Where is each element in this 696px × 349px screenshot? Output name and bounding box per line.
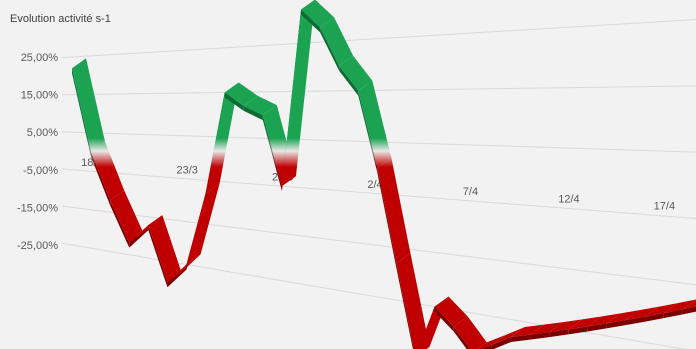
ribbon-segment-side: [682, 306, 696, 315]
ribbon-segment: [224, 82, 258, 106]
gridline: [61, 19, 696, 59]
ribbon-segment-side: [530, 332, 550, 340]
y-tick-label: -25,00%: [17, 240, 58, 252]
ribbon-segment-side: [110, 200, 130, 248]
ribbon-segment-side: [568, 326, 588, 335]
x-tick-label: 2/4: [367, 179, 382, 191]
y-tick-label: -5,00%: [23, 165, 58, 177]
ribbon-segment: [396, 253, 430, 349]
ribbon-segment: [186, 183, 220, 265]
gridline: [61, 205, 696, 286]
x-tick-label: 17/4: [654, 201, 675, 213]
ribbon-segment: [625, 306, 659, 321]
ribbon-segment: [510, 324, 545, 337]
gridline: [61, 168, 696, 219]
ribbon-segment-side: [320, 27, 340, 71]
ribbon-segment: [72, 58, 106, 153]
ribbon-segment-side: [510, 334, 531, 342]
ribbon-segment: [530, 322, 564, 335]
ribbon-segment: [434, 296, 468, 327]
ribbon-segment-side: [377, 167, 397, 269]
ribbon-segment: [205, 82, 239, 194]
ribbon-segment-side: [224, 92, 244, 111]
ribbon-segment: [148, 215, 182, 283]
ribbon-segment: [477, 334, 506, 349]
ribbon-segment: [663, 299, 696, 314]
ribbon-segment: [644, 303, 678, 317]
ribbon-segment-side: [148, 225, 168, 288]
ribbon-segment-side: [606, 320, 626, 329]
ribbon-segment: [377, 157, 411, 264]
y-tick-label: 25,00%: [21, 52, 59, 64]
ribbon-segment-side: [491, 336, 511, 349]
ribbon-segment-side: [262, 115, 282, 192]
ribbon-segment: [301, 0, 335, 28]
ribbon-segment-side: [91, 152, 111, 206]
x-tick-label: 12/4: [558, 193, 579, 205]
ribbon-segment-side: [358, 90, 378, 173]
y-tick-label: 15,00%: [21, 90, 59, 102]
ribbon-segment: [453, 316, 487, 349]
ribbon-segment-side: [663, 309, 683, 319]
ribbon-segment: [568, 316, 602, 330]
ribbon-segment: [281, 0, 315, 187]
ribbon-segment: [91, 142, 125, 201]
x-tick-label: 23/3: [177, 164, 198, 176]
ribbon-segment-side: [587, 323, 607, 332]
gridline: [61, 242, 687, 349]
ribbon-segment-side: [644, 313, 664, 322]
ribbon-segment-side: [481, 344, 492, 349]
y-tick-label: -15,00%: [17, 202, 58, 214]
ribbon-segment: [358, 80, 392, 168]
ribbon-segment: [110, 190, 144, 243]
chart-title: Evolution activité s-1: [10, 13, 111, 25]
ribbon-segment-side: [243, 105, 263, 121]
ribbon-segment-side: [301, 9, 321, 33]
ribbon-segment-side: [72, 68, 92, 158]
ribbon-segment: [682, 299, 696, 310]
ribbon-segment: [167, 254, 201, 283]
ribbon-segment: [243, 95, 277, 116]
ribbon-segment-side: [434, 306, 454, 332]
ribbon-segment: [587, 313, 621, 327]
ribbon-segment: [320, 17, 354, 66]
gridline: [61, 85, 696, 96]
ribbon-segment-side: [549, 329, 569, 338]
ribbon-segment: [491, 326, 525, 345]
ribbon-segment-side: [396, 263, 414, 349]
ribbon-series: [72, 0, 696, 349]
x-tick-label: 7/4: [463, 186, 478, 198]
ribbon-segment: [606, 310, 640, 324]
y-tick-label: 5,00%: [27, 127, 58, 139]
ribbon-segment-side: [339, 65, 359, 96]
ribbon-segment: [339, 55, 373, 91]
ribbon-segment-side: [625, 316, 645, 326]
y-axis-ticks: 25,00% 15,00% 5,00% -5,00% -15,00% -25,00%: [17, 52, 58, 252]
ribbon-segment: [549, 319, 583, 333]
